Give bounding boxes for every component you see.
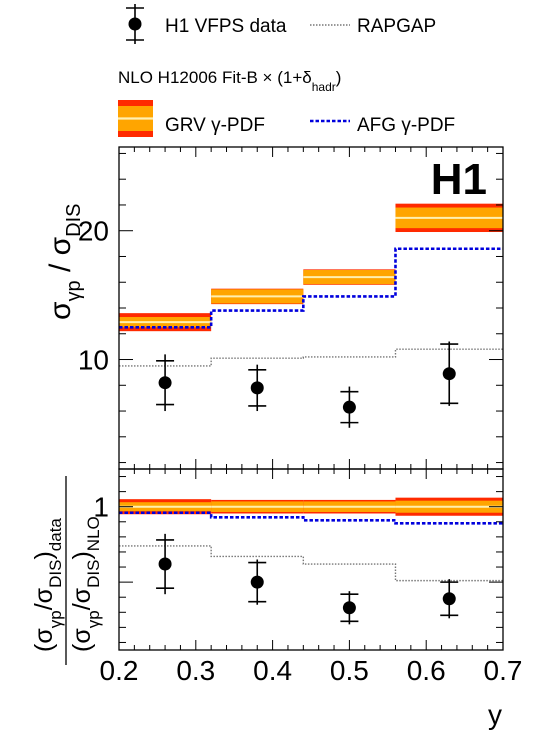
top-data-point-3 [440,341,459,406]
top-data-point-1 [248,364,267,412]
top-y-tick-label-1: 20 [78,216,109,247]
top-data-point-2 [340,386,359,428]
x-tick-label-1: 0.3 [176,655,215,686]
ratio-grv-band [119,497,503,516]
ratio-data-points [156,533,459,625]
x-tick-label-3: 0.5 [330,655,369,686]
legend-data-marker [126,4,144,44]
ratio-panel: 1 0.2 0.3 0.4 0.5 0.6 0.7 (σγp/σDIS)data (σγp/… [30,468,522,730]
legend-grv-label: GRV γ-PDF [165,115,265,136]
top-data-points [156,341,459,428]
x-axis-label: y [488,699,502,730]
ratio-data-point-2 [340,591,359,625]
ratio-y-axis-label: (σγp/σDIS)data (σγp/σDIS)NLO [30,476,103,665]
h1-logo: H1 [431,155,487,204]
top-y-axis-label: σγp / σDIS [44,203,85,320]
legend-nlo-heading: NLO H12006 Fit-B × (1+δhadr) [118,68,341,94]
ratio-data-point-3 [440,579,459,619]
ratio-data-point-0 [156,533,175,595]
legend-afg-label: AFG γ-PDF [357,115,455,136]
top-data-point-0 [156,354,175,412]
top-rapgap-line [119,348,503,367]
ratio-rapgap-line [119,545,503,582]
top-afg-line [119,247,503,329]
ratio-data-point-1 [248,559,267,605]
top-y-tick-label-0: 10 [78,345,109,376]
svg-text:(σγp/σDIS)data: (σγp/σDIS)data [30,518,65,652]
legend-data-label: H1 VFPS data [165,16,287,37]
ratio-afg-line [119,511,503,525]
x-tick-label-5: 0.7 [484,655,523,686]
top-grv-band [119,203,503,332]
ratio-frame [118,468,504,651]
top-panel: 10 20 H1 σγp / σDIS [44,146,504,470]
svg-text:(σγp/σDIS)NLO: (σγp/σDIS)NLO [68,516,103,652]
legend-grv-swatch [118,100,153,137]
legend: H1 VFPS data RAPGAP NLO H12006 Fit-B × (… [118,4,455,137]
x-tick-label-0: 0.2 [100,655,139,686]
ratio-y-tick-label-0: 1 [93,492,109,523]
ratio-axis-ticks: 1 0.2 0.3 0.4 0.5 0.6 0.7 [93,469,522,686]
x-tick-label-2: 0.4 [253,655,292,686]
top-axis-ticks: 10 20 [78,147,504,469]
x-tick-label-4: 0.6 [407,655,446,686]
legend-rapgap-label: RAPGAP [357,16,436,37]
